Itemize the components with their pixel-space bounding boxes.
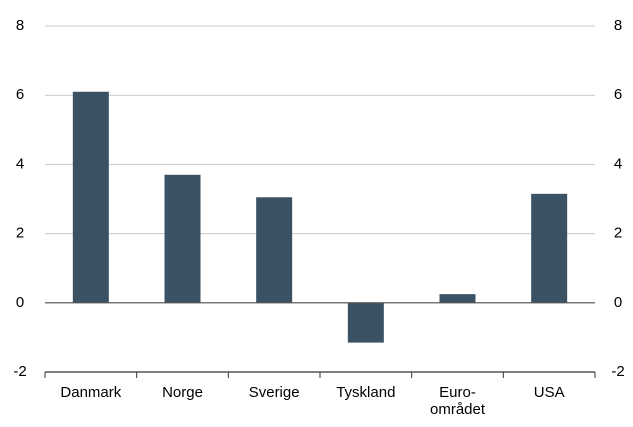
bar [72, 91, 109, 303]
x-tick-label: Tyskland [336, 384, 396, 401]
bar [439, 294, 476, 303]
y-tick-label: 2 [16, 225, 24, 242]
y-tick-label: 0 [16, 294, 24, 311]
y-tick-label: 4 [16, 155, 24, 172]
y-tick-label: -2 [13, 363, 26, 380]
y2-tick-label: -2 [611, 363, 624, 380]
y2-tick-label: 4 [614, 155, 622, 172]
x-tick-label: Norge [162, 384, 203, 401]
bar [256, 197, 293, 303]
x-tick-label: Euro- området [429, 384, 486, 418]
y2-tick-label: 6 [614, 86, 622, 103]
y-tick-label: 8 [16, 17, 24, 34]
bar [347, 302, 384, 343]
y2-tick-label: 8 [614, 17, 622, 34]
bar [164, 174, 201, 303]
x-tick-label: Danmark [60, 384, 122, 401]
bar [531, 193, 568, 303]
y2-tick-label: 2 [614, 225, 622, 242]
y2-tick-label: 0 [614, 294, 622, 311]
y-tick-label: 6 [16, 86, 24, 103]
x-tick-label: Sverige [248, 384, 300, 401]
x-tick-label: USA [533, 384, 565, 401]
